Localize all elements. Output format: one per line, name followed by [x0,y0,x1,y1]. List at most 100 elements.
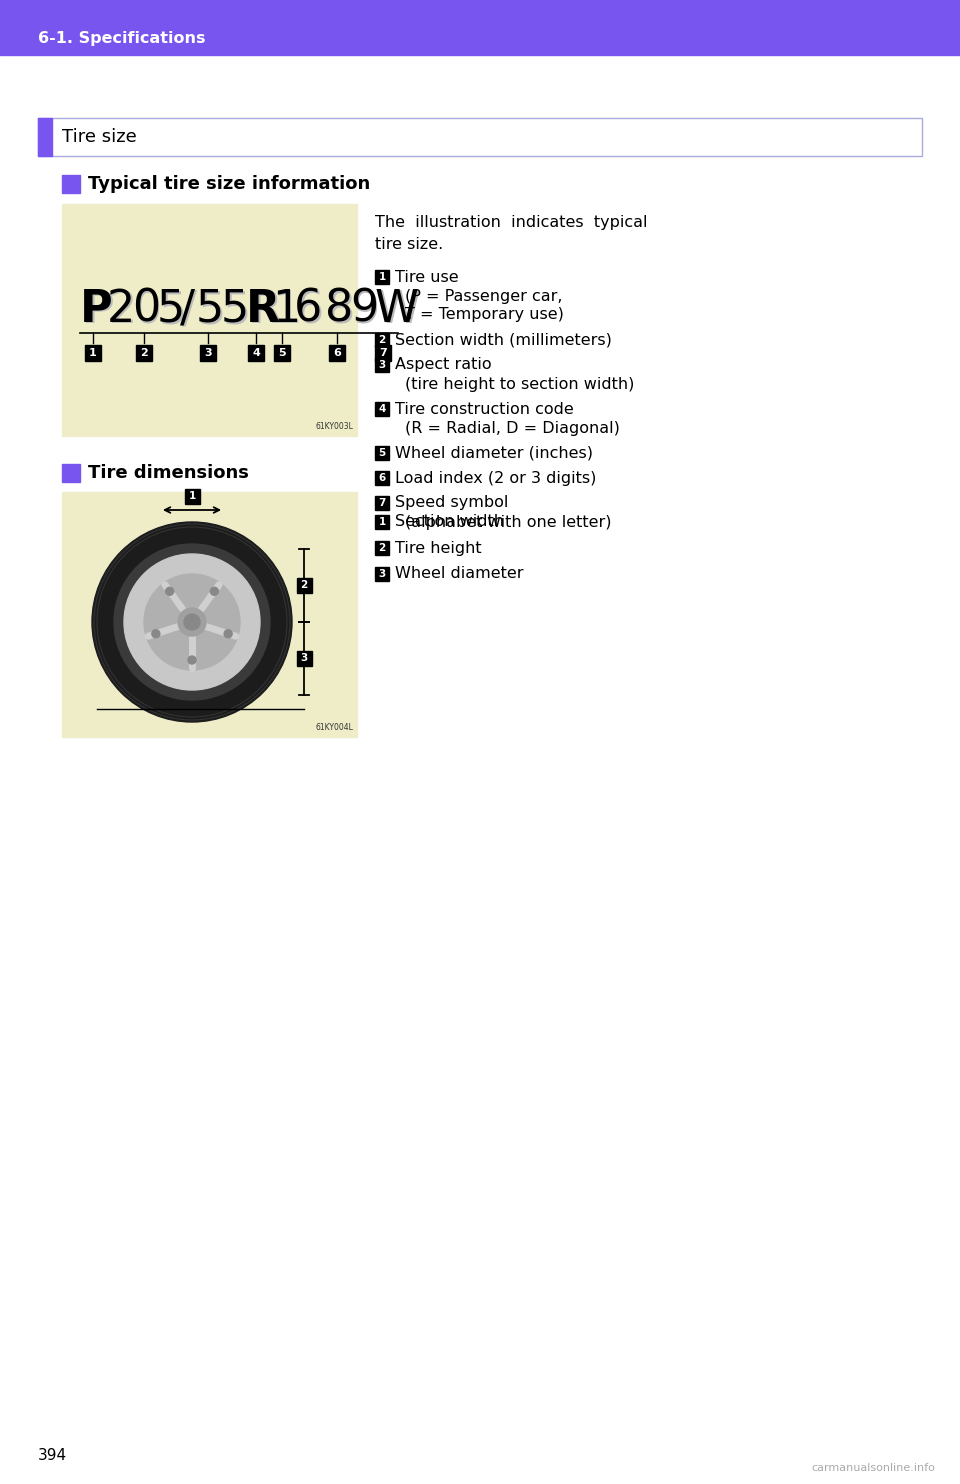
Bar [62,493,357,738]
FancyBboxPatch shape [38,119,922,156]
Text: Wheel diameter (inches): Wheel diameter (inches) [395,445,593,460]
Text: 2: 2 [300,580,307,591]
Text: /: / [181,289,197,332]
Text: 3: 3 [204,349,212,358]
Circle shape [224,629,232,638]
Text: /: / [180,288,195,331]
Text: 4: 4 [252,349,260,358]
Bar [329,344,345,361]
Bar [248,344,264,361]
Text: Typical tire size information: Typical tire size information [88,175,371,193]
Bar [375,515,389,528]
Text: 1: 1 [272,288,300,331]
Text: 3: 3 [378,361,386,370]
Text: Tire height: Tire height [395,540,482,555]
Text: 9: 9 [350,288,378,331]
Text: 5: 5 [158,289,187,332]
Bar [136,344,152,361]
Bar [375,270,389,283]
Bar [185,490,200,505]
Bar [200,344,216,361]
Circle shape [124,554,260,690]
Bar [38,119,52,156]
Circle shape [166,588,174,595]
Circle shape [152,629,160,638]
Text: R: R [248,289,281,332]
Circle shape [114,545,270,700]
Text: Tire size: Tire size [62,128,136,145]
Bar [297,651,312,666]
Text: T = Temporary use): T = Temporary use) [405,307,564,322]
Text: 6: 6 [294,288,323,331]
Text: 6-1. Specifications: 6-1. Specifications [38,31,205,46]
Circle shape [188,656,196,663]
Text: 5: 5 [223,289,251,332]
Circle shape [184,614,200,631]
Text: 9: 9 [351,289,380,332]
Text: 61KY003L: 61KY003L [315,421,353,430]
Text: (alphabet with one letter): (alphabet with one letter) [405,515,612,530]
Text: 394: 394 [38,1447,67,1463]
Text: (tire height to section width): (tire height to section width) [405,377,635,392]
Text: 2: 2 [107,288,135,331]
Bar [62,203,357,436]
Bar [375,542,389,555]
Bar [85,344,101,361]
Text: 3: 3 [378,568,386,579]
Bar [62,175,80,193]
Text: The  illustration  indicates  typical: The illustration indicates typical [375,215,647,230]
Text: 1: 1 [188,491,196,502]
Bar [297,577,312,594]
Text: 61KY004L: 61KY004L [315,723,353,732]
Bar [375,358,389,372]
Text: P: P [80,288,112,331]
Text: 1: 1 [378,516,386,527]
Circle shape [178,608,206,637]
Text: 1: 1 [274,289,301,332]
Circle shape [144,574,240,669]
Text: Load index (2 or 3 digits): Load index (2 or 3 digits) [395,470,596,485]
Bar [375,447,389,460]
Text: Wheel diameter: Wheel diameter [395,567,523,582]
Text: (P = Passenger car,: (P = Passenger car, [405,288,563,304]
Text: carmanualsonline.info: carmanualsonline.info [811,1463,935,1474]
Bar [375,470,389,485]
Text: 4: 4 [378,404,386,414]
Bar [0,0,960,55]
Text: 8: 8 [325,288,353,331]
Text: 5: 5 [221,288,250,331]
Circle shape [210,588,218,595]
Text: Section width (millimeters): Section width (millimeters) [395,332,612,347]
Text: 3: 3 [300,653,307,663]
Text: Tire dimensions: Tire dimensions [88,464,249,482]
Bar [375,332,389,347]
Text: Tire construction code: Tire construction code [395,402,574,417]
Text: Speed symbol: Speed symbol [395,496,509,510]
Text: 5: 5 [157,288,185,331]
Text: 1: 1 [89,349,97,358]
Text: 5: 5 [378,448,386,459]
Text: W: W [376,289,420,332]
Text: Section width: Section width [395,515,504,530]
Text: 5: 5 [196,288,225,331]
Text: 0: 0 [132,288,160,331]
Bar [375,496,389,510]
Text: tire size.: tire size. [375,237,444,252]
Text: 5: 5 [198,289,226,332]
Text: 7: 7 [378,499,386,508]
Bar [62,464,80,482]
Bar [375,402,389,416]
Text: 6: 6 [333,349,341,358]
Text: 6: 6 [296,289,324,332]
Text: (R = Radial, D = Diagonal): (R = Radial, D = Diagonal) [405,420,620,435]
Bar [274,344,290,361]
Text: 1: 1 [378,272,386,282]
Text: R: R [246,288,280,331]
Text: 6: 6 [378,473,386,482]
Text: Tire use: Tire use [395,270,459,285]
Text: 2: 2 [108,289,137,332]
Text: 2: 2 [140,349,148,358]
Bar [375,344,391,361]
Text: 2: 2 [378,543,386,554]
Text: 7: 7 [379,349,387,358]
